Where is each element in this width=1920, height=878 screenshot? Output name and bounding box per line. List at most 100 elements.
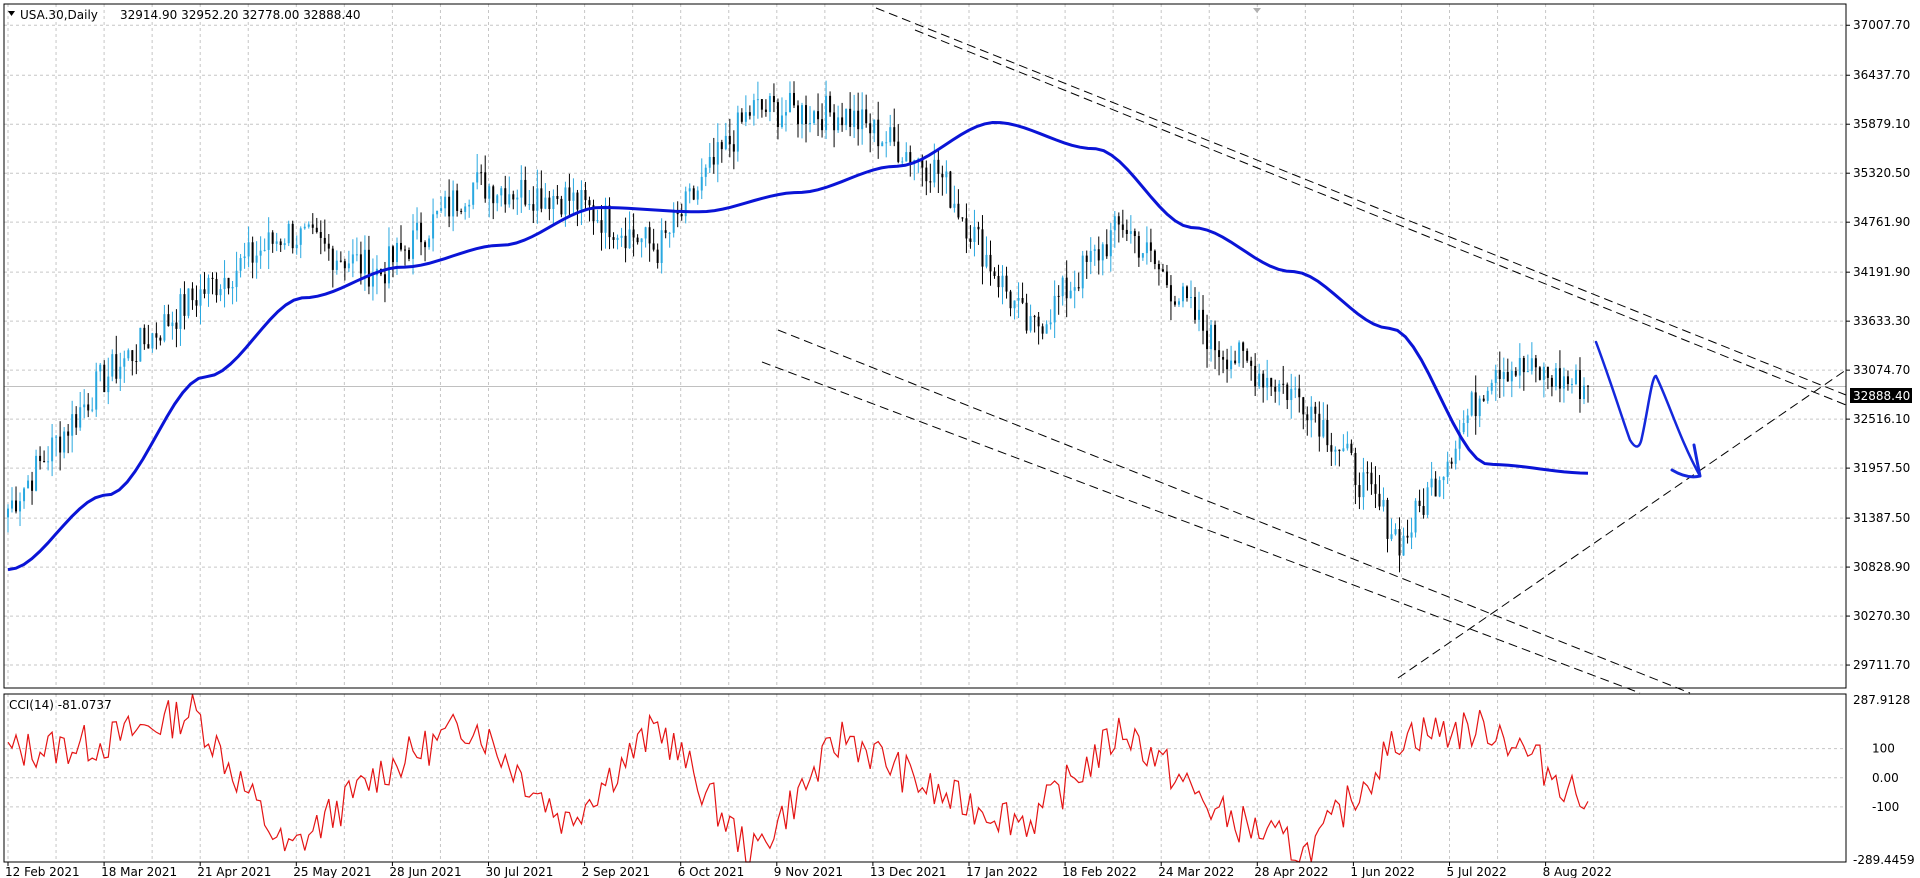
- candle: [1338, 449, 1341, 467]
- candles[interactable]: [7, 80, 1589, 573]
- candle: [628, 211, 631, 249]
- candle: [1125, 219, 1128, 242]
- candle-body: [1342, 448, 1345, 452]
- candle-body: [644, 227, 647, 239]
- price-tick-label: 37007.70: [1853, 18, 1910, 32]
- candle: [484, 155, 487, 203]
- candle-body: [1113, 216, 1116, 231]
- candle-body: [404, 249, 407, 251]
- candle-body: [821, 119, 824, 131]
- time-tick-label: 21 Apr 2021: [197, 865, 271, 878]
- candle: [1137, 231, 1140, 267]
- candle: [1378, 474, 1381, 511]
- candle-body: [187, 288, 190, 316]
- candle: [953, 185, 956, 213]
- candle: [1202, 295, 1205, 345]
- candle: [544, 183, 547, 210]
- candle: [43, 450, 46, 463]
- candle-body: [841, 117, 844, 126]
- candle-body: [1558, 368, 1561, 389]
- candle-body: [1546, 366, 1549, 378]
- cci-tick-label: -100: [1872, 800, 1899, 814]
- candle: [1502, 357, 1505, 397]
- candle: [263, 238, 266, 252]
- candle: [592, 199, 595, 235]
- candle-body: [355, 254, 358, 256]
- candle-body: [1194, 297, 1197, 320]
- candle-body: [1125, 229, 1128, 234]
- forecast-drawings[interactable]: [1594, 340, 1702, 479]
- candle: [1518, 343, 1521, 389]
- candle-body: [1025, 302, 1028, 331]
- candle-body: [817, 111, 820, 120]
- candle: [905, 142, 908, 162]
- candle: [171, 311, 174, 340]
- candle: [656, 243, 659, 269]
- candle: [436, 210, 439, 219]
- candle: [255, 241, 258, 279]
- candle: [151, 332, 154, 353]
- candle-body: [680, 214, 683, 217]
- candle-body: [1542, 366, 1545, 380]
- candle: [1065, 260, 1068, 318]
- candle-body: [1402, 535, 1405, 556]
- chart-header: USA.30,Daily 32914.90 32952.20 32778.00 …: [8, 8, 360, 22]
- candle: [616, 234, 619, 250]
- candle: [428, 235, 431, 250]
- candle: [869, 113, 872, 153]
- candle-body: [464, 206, 467, 212]
- candle-body: [343, 261, 346, 269]
- candle: [496, 194, 499, 212]
- candle-body: [664, 230, 667, 233]
- candle: [139, 327, 142, 362]
- trend-lines[interactable]: [761, 7, 1847, 694]
- candle-body: [748, 112, 751, 116]
- candle: [1097, 236, 1100, 275]
- candle-body: [303, 226, 306, 229]
- dropdown-triangle-icon[interactable]: [8, 11, 15, 16]
- candle: [472, 182, 475, 210]
- candle-body: [1502, 372, 1505, 379]
- candle: [560, 195, 563, 218]
- candle: [391, 245, 394, 278]
- candle-body: [275, 241, 278, 244]
- candle-body: [512, 194, 515, 200]
- candle-body: [1434, 478, 1437, 497]
- candle-body: [55, 436, 58, 438]
- candle-body: [1137, 236, 1140, 258]
- trend-line: [875, 7, 1847, 396]
- candle-body: [792, 92, 795, 106]
- candle-body: [1254, 365, 1257, 387]
- time-axis: 12 Feb 2021 18 Mar 2021 21 Apr 2021 25 May …: [5, 865, 1612, 878]
- shift-marker-icon[interactable]: [1253, 8, 1261, 13]
- candle: [668, 231, 671, 248]
- candle-body: [271, 232, 274, 244]
- candle-body: [1294, 388, 1297, 390]
- candle-body: [1302, 397, 1305, 415]
- candle-body: [416, 222, 419, 231]
- candle-body: [1169, 285, 1172, 302]
- candle-body: [556, 195, 559, 199]
- candle-body: [412, 230, 415, 259]
- candle-body: [1550, 377, 1553, 387]
- candle-body: [283, 243, 286, 246]
- candle: [720, 139, 723, 163]
- candle-body: [1242, 342, 1245, 351]
- candle: [119, 352, 122, 392]
- candle-body: [929, 181, 932, 183]
- candle-body: [67, 431, 70, 436]
- candle-body: [504, 188, 507, 205]
- candle: [335, 250, 338, 275]
- candle-body: [628, 229, 631, 249]
- candle: [1037, 311, 1040, 345]
- candle-body: [1514, 370, 1517, 376]
- candle-body: [672, 211, 675, 233]
- candle-body: [981, 229, 984, 267]
- candle-body: [119, 366, 122, 379]
- candle: [359, 241, 362, 285]
- candle: [1526, 354, 1529, 373]
- candle: [977, 221, 980, 245]
- candle: [596, 209, 599, 224]
- candle: [404, 245, 407, 266]
